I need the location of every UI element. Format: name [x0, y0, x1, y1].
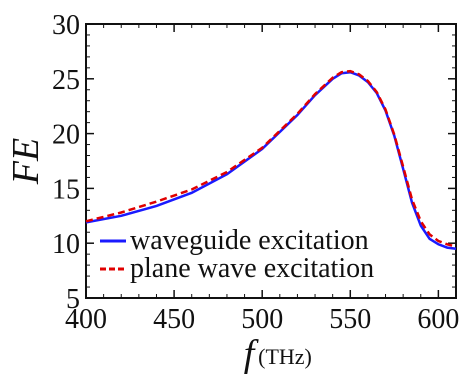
y-tick-label: 20	[52, 120, 80, 151]
x-tick-label: 450	[153, 304, 195, 335]
x-tick-label: 600	[417, 304, 459, 335]
y-tick-label: 30	[52, 10, 80, 41]
x-axis-label-unit: (THz)	[258, 344, 312, 369]
y-tick-label: 25	[52, 65, 80, 96]
legend-label-1: plane wave excitation	[130, 253, 374, 284]
x-tick-label: 400	[65, 304, 107, 335]
y-tick-label: 10	[52, 229, 80, 260]
series-line-1	[85, 69, 457, 248]
y-tick-label: 15	[52, 174, 80, 205]
plot-frame	[85, 23, 457, 299]
legend-label-0: waveguide excitation	[130, 225, 369, 256]
x-tick-label: 500	[241, 304, 283, 335]
y-tick-label: 5	[66, 284, 80, 315]
y-axis-label: FE	[5, 138, 47, 185]
x-axis-label-symbol: f	[244, 333, 259, 375]
x-tick-label: 550	[329, 304, 371, 335]
